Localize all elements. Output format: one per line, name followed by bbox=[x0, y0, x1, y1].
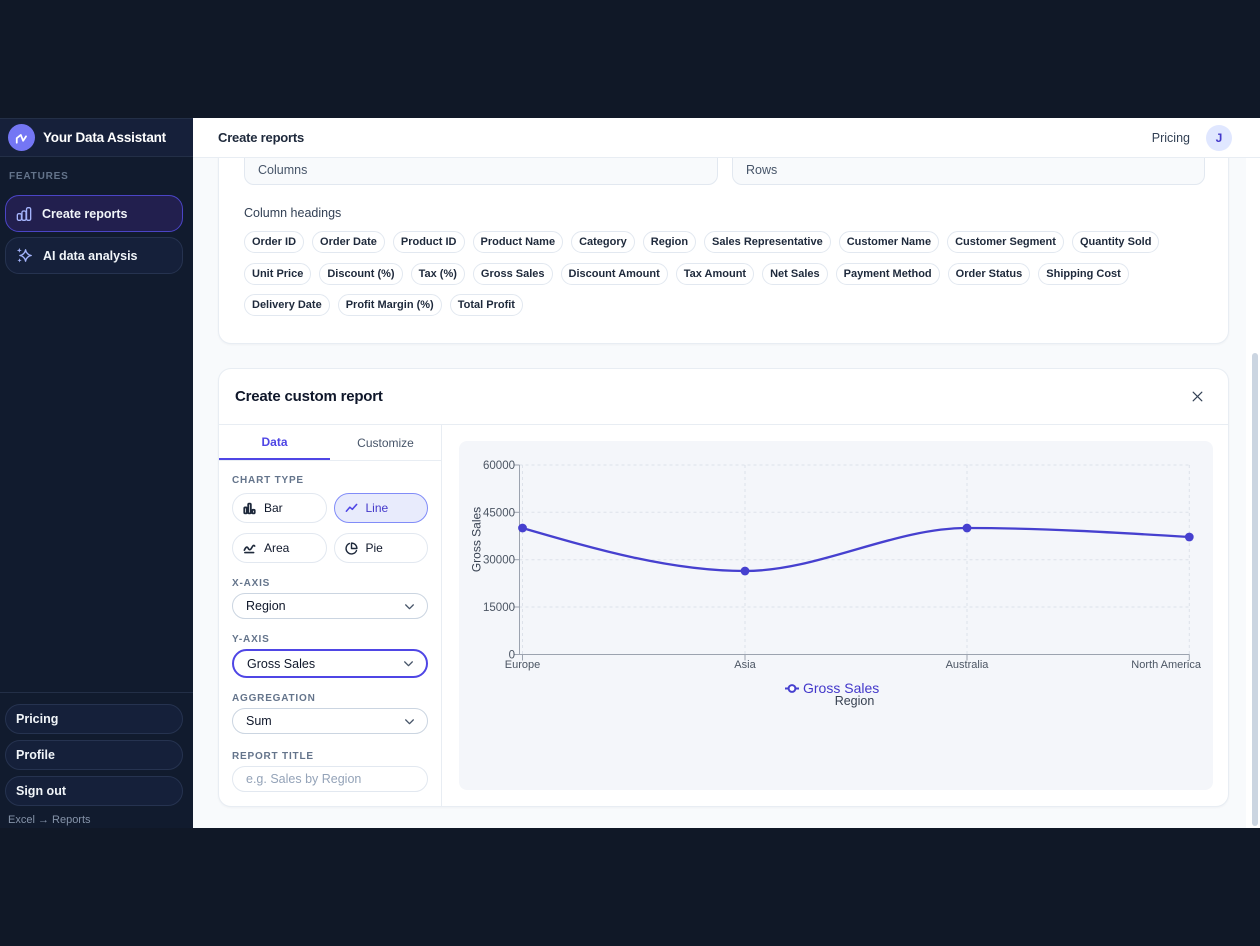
svg-text:Gross Sales: Gross Sales bbox=[803, 680, 879, 696]
svg-text:15000: 15000 bbox=[483, 602, 515, 614]
svg-text:Region: Region bbox=[835, 694, 875, 708]
svg-text:Europe: Europe bbox=[505, 659, 540, 671]
svg-text:45000: 45000 bbox=[483, 507, 515, 519]
svg-text:0: 0 bbox=[509, 650, 515, 662]
svg-text:60000: 60000 bbox=[483, 460, 515, 472]
svg-text:Asia: Asia bbox=[734, 659, 756, 671]
svg-text:Australia: Australia bbox=[946, 659, 990, 671]
svg-text:Gross Sales: Gross Sales bbox=[470, 507, 484, 572]
svg-text:30000: 30000 bbox=[483, 555, 515, 567]
svg-text:North America: North America bbox=[1131, 659, 1202, 671]
